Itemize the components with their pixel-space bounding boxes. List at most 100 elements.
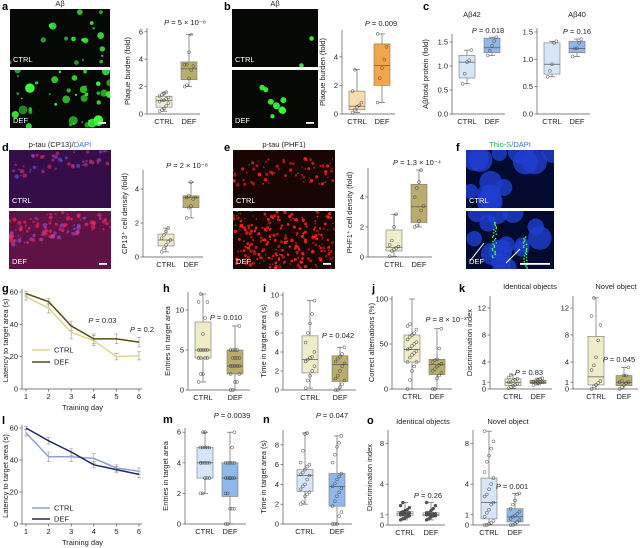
y-tick-label: 8 [482, 331, 486, 340]
panel-label: o [367, 415, 374, 427]
stain-spot [54, 103, 58, 106]
data-point [298, 487, 303, 492]
stain-spot [68, 123, 73, 127]
stain-spot [301, 174, 304, 176]
data-point [308, 321, 312, 326]
data-point [339, 434, 344, 438]
data-point [338, 369, 342, 373]
y-tick-label: 2 [139, 82, 143, 91]
image-condition-label: DEF [13, 116, 28, 125]
stain-spot [32, 165, 37, 170]
data-point [431, 506, 435, 511]
data-point [589, 368, 594, 372]
p-symbol: P [496, 482, 501, 491]
stain-spot [14, 174, 19, 179]
data-point [357, 103, 361, 108]
chart-title: Identical objects [396, 417, 450, 426]
stain-spot [248, 262, 253, 267]
data-point [235, 348, 239, 352]
x-tick-label: CTRL [542, 117, 562, 126]
stain-spot [262, 166, 265, 169]
stain-spot [54, 167, 57, 170]
data-point [577, 41, 581, 45]
micrograph-features [233, 211, 335, 269]
stain-spot [10, 60, 12, 65]
stain-spot [330, 255, 332, 257]
stain-spot [301, 256, 304, 260]
box-chart-d: 0 2 4 CP13⁺ cell density (fold) CTRL DEF P = 2… [120, 161, 208, 269]
stain-spot [11, 234, 14, 237]
data-point [166, 95, 171, 100]
thio-s-deposit [526, 266, 528, 269]
data-point [335, 477, 339, 482]
x-tick-label: CTRL [402, 392, 422, 401]
p-value-text: = 0.83 [520, 368, 543, 377]
data-point [465, 60, 469, 64]
stain-spot [23, 220, 27, 224]
stain-spot [20, 174, 22, 177]
y-tick-label: 0 [565, 385, 569, 394]
data-point [205, 445, 209, 450]
stain-spot [323, 222, 327, 226]
stain-spot [290, 212, 294, 216]
stain-spot [81, 121, 84, 124]
stain-spot [311, 235, 315, 239]
data-point [487, 487, 491, 492]
data-point [198, 461, 203, 465]
y-tick-label: 4 [482, 358, 486, 367]
data-point [513, 377, 517, 382]
stain-spot [480, 242, 504, 266]
stain-spot [268, 266, 272, 269]
stain-spot [26, 229, 29, 233]
y-tick-label: 0 [14, 520, 18, 529]
stain-spot [312, 228, 316, 231]
stain-spot [282, 158, 285, 161]
x-tick-label: DEF [223, 527, 238, 536]
y-axis-label: Plaque burden (fold) [318, 38, 327, 106]
p-symbol: P [210, 313, 215, 322]
stain-spot [329, 162, 332, 165]
data-point [307, 473, 312, 478]
y-axis-label: Entries in target area [163, 305, 172, 375]
box-chart-k2: Novel object 01 4 8 12 CTRL DEF P = 0.045 [561, 282, 638, 401]
stain-spot [64, 156, 68, 160]
stain-spot [233, 168, 235, 171]
stain-spot [255, 164, 259, 167]
stain-spot [240, 234, 242, 236]
data-point [306, 378, 310, 383]
y-tick-label: 100 [375, 295, 388, 304]
stain-spot [98, 217, 102, 220]
data-point [189, 68, 193, 72]
data-point [333, 452, 337, 457]
data-point [298, 472, 303, 477]
line-chart-g: g 0 20 40 60 1 2 3 4 5 6 Training day Latency to tar… [1, 283, 154, 412]
stain-spot [327, 249, 330, 251]
data-point [387, 254, 392, 258]
stain-wash [9, 211, 111, 269]
x-tick-label: CTRL [503, 392, 523, 401]
stain-spot [84, 222, 89, 227]
stain-spot [97, 32, 105, 39]
stain-spot [283, 260, 286, 263]
stain-spot [27, 226, 31, 230]
stain-spot [35, 153, 39, 157]
stain-spot [237, 238, 241, 242]
p-value-annotation: P = 0.2 [130, 325, 154, 334]
stain-spot [272, 102, 280, 110]
stain-spot [306, 257, 311, 261]
micrograph-background [10, 9, 110, 67]
stain-spot [107, 211, 110, 212]
stain-spot [293, 226, 297, 229]
panel-label-b: b [224, 1, 231, 13]
data-point [189, 204, 193, 208]
stain-spot [331, 158, 334, 160]
thio-s-deposit [491, 249, 494, 251]
x-tick-label: 2 [47, 392, 51, 401]
stain-spot [18, 238, 20, 241]
data-point [237, 324, 242, 328]
stain-spot [269, 227, 272, 231]
stain-spot [261, 227, 264, 229]
x-tick-label: 1 [24, 392, 28, 401]
stain-spot [29, 170, 31, 173]
stain-spot [39, 237, 44, 242]
